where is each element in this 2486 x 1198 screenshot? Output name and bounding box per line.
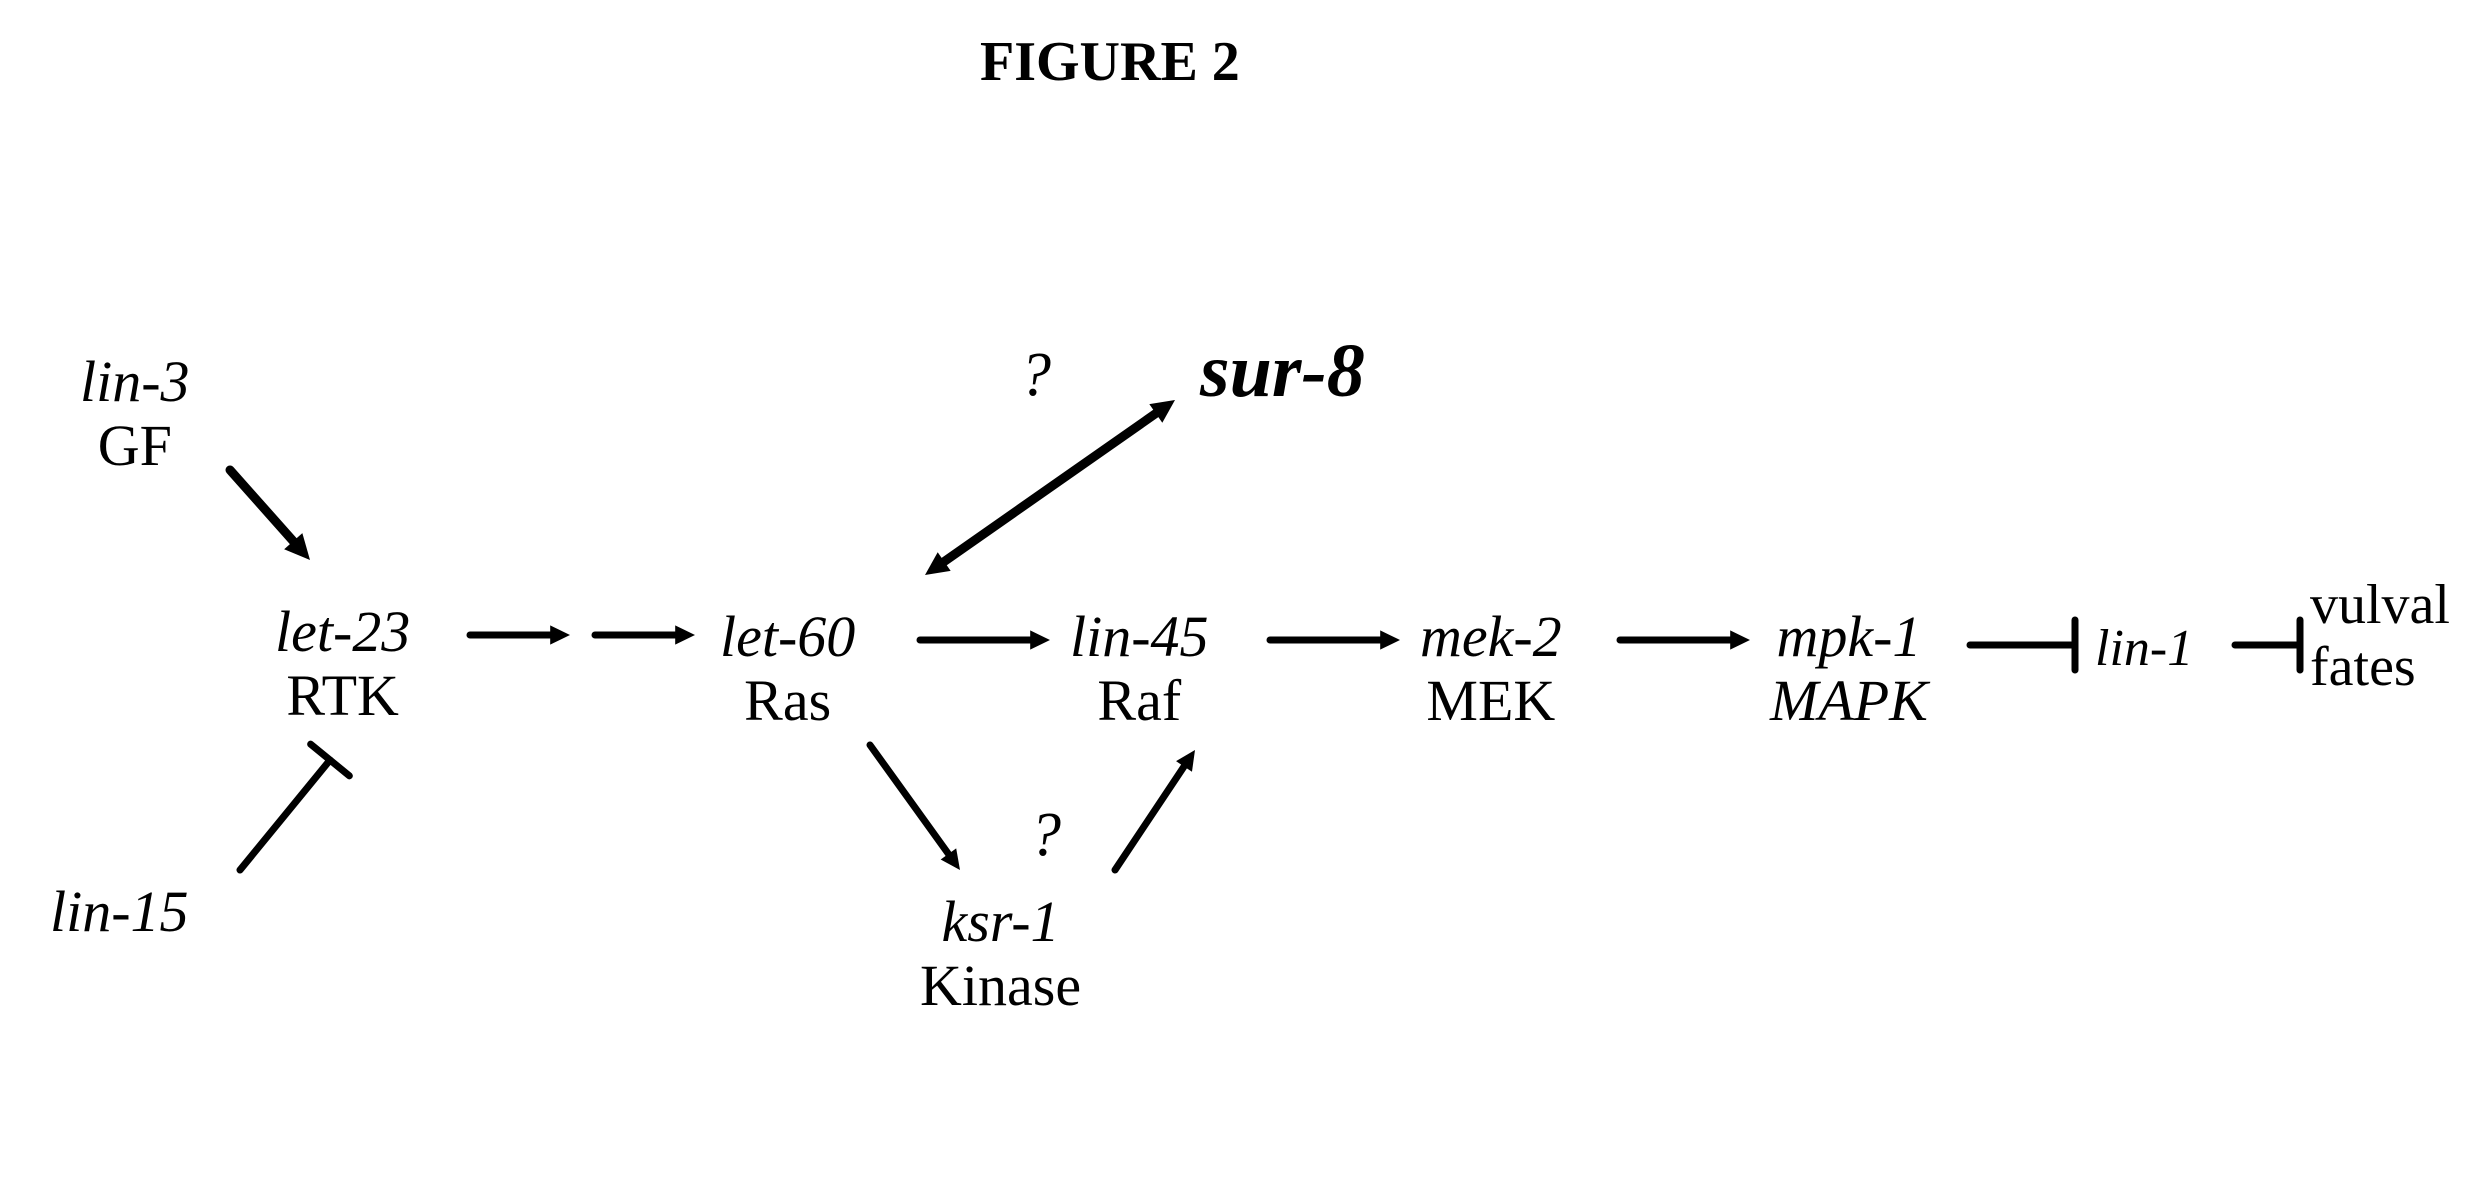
question-mark-sur8: ? xyxy=(1020,340,1051,411)
gene-lin45: lin-45 xyxy=(1070,605,1209,669)
gene-lin1: lin-1 xyxy=(2095,620,2193,677)
protein-mek: MEK xyxy=(1420,669,1562,733)
gene-let60: let-60 xyxy=(720,605,855,669)
gene-mpk1: mpk-1 xyxy=(1770,605,1928,669)
protein-gf: GF xyxy=(80,414,190,478)
node-let60: let-60 Ras xyxy=(720,605,855,733)
node-mek2: mek-2 MEK xyxy=(1420,605,1562,733)
vulval-line1: vulval xyxy=(2310,575,2450,637)
node-lin15: lin-15 xyxy=(50,880,189,944)
node-let23: let-23 RTK xyxy=(275,600,410,728)
node-lin1: lin-1 xyxy=(2095,620,2193,677)
gene-sur8: sur-8 xyxy=(1200,329,1365,413)
vulval-line2: fates xyxy=(2310,637,2450,699)
gene-ksr1: ksr-1 xyxy=(920,890,1081,954)
node-lin3: lin-3 GF xyxy=(80,350,190,478)
protein-raf: Raf xyxy=(1070,669,1209,733)
node-mpk1: mpk-1 MAPK xyxy=(1770,605,1928,733)
question-mark-ksr1: ? xyxy=(1030,800,1061,871)
node-ksr1: ksr-1 Kinase xyxy=(920,890,1081,1018)
protein-kinase: Kinase xyxy=(920,954,1081,1018)
node-lin45: lin-45 Raf xyxy=(1070,605,1209,733)
node-vulval: vulval fates xyxy=(2310,575,2450,698)
node-sur8: sur-8 xyxy=(1200,330,1365,414)
protein-mapk: MAPK xyxy=(1770,669,1928,733)
gene-lin15: lin-15 xyxy=(50,880,189,944)
gene-lin3: lin-3 xyxy=(80,350,190,414)
gene-let23: let-23 xyxy=(275,600,410,664)
gene-mek2: mek-2 xyxy=(1420,605,1562,669)
protein-ras: Ras xyxy=(720,669,855,733)
protein-rtk: RTK xyxy=(275,664,410,728)
